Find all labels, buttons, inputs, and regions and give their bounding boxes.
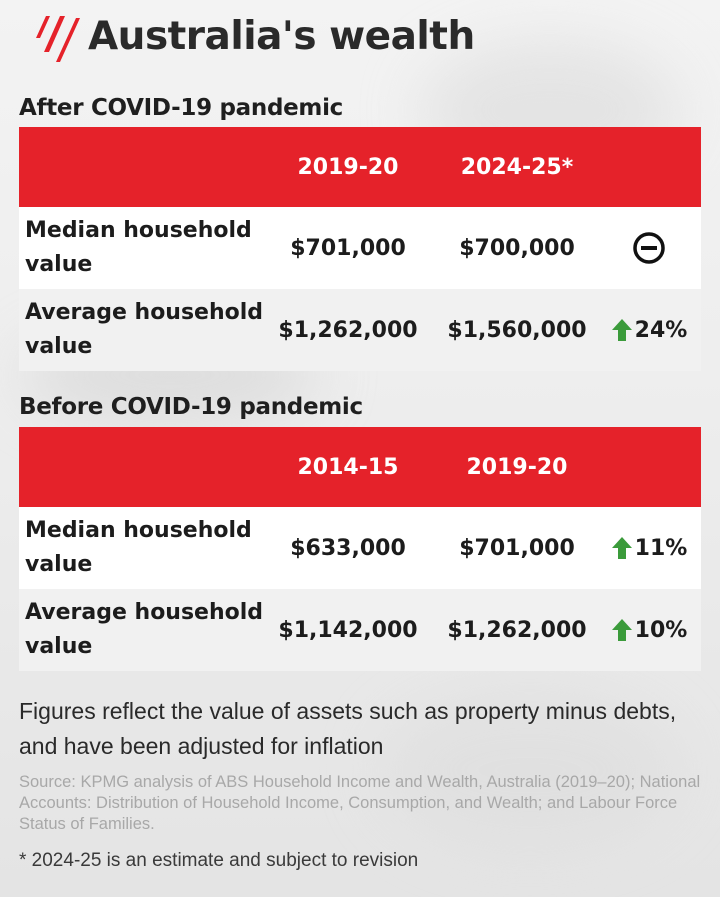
inflation-note: Figures reflect the value of assets such…: [19, 698, 677, 759]
change-cell: 10%: [597, 589, 701, 671]
cell-value: $1,142,000: [278, 617, 418, 643]
neutral-minus-circle-icon: [633, 232, 665, 264]
row-label: Average household value: [25, 600, 264, 659]
column-header: 2024-25*: [460, 154, 574, 180]
sbs-logo-icon: [36, 16, 80, 62]
row-label: Average household value: [25, 300, 264, 359]
table-row: Median household value $701,000 $700,000: [19, 207, 701, 289]
change-value: 24%: [634, 317, 688, 343]
row-label: Median household value: [25, 518, 252, 577]
table-row: Average household value $1,262,000 $1,56…: [19, 289, 701, 371]
table-row: Median household value $633,000 $701,000…: [19, 507, 701, 589]
column-header: 2019-20: [466, 454, 568, 480]
source-text: Source: KPMG analysis of ABS Household I…: [19, 773, 701, 833]
cell-value: $1,560,000: [447, 317, 587, 343]
column-header: 2014-15: [297, 454, 399, 480]
cell-value: $1,262,000: [447, 617, 587, 643]
cell-value: $633,000: [290, 535, 406, 561]
table-header: 2019-20 2024-25*: [19, 127, 701, 207]
footnote: * 2024-25 is an estimate and subject to …: [19, 850, 419, 871]
up-arrow-icon: [611, 537, 632, 559]
table-after-covid: 2019-20 2024-25* Median household value …: [19, 127, 701, 371]
header: Australia's wealth: [30, 6, 475, 66]
change-value: 11%: [634, 535, 688, 561]
cell-value: $701,000: [459, 535, 575, 561]
cell-value: $700,000: [459, 235, 575, 261]
change-cell: [597, 207, 701, 289]
column-header: 2019-20: [297, 154, 399, 180]
change-cell: 24%: [597, 289, 701, 371]
row-label: Median household value: [25, 218, 252, 277]
section-title-after: After COVID-19 pandemic: [19, 95, 344, 121]
change-cell: 11%: [597, 507, 701, 589]
section-title-before: Before COVID-19 pandemic: [19, 394, 363, 420]
table-row: Average household value $1,142,000 $1,26…: [19, 589, 701, 671]
table-before-covid: 2014-15 2019-20 Median household value $…: [19, 427, 701, 671]
up-arrow-icon: [611, 319, 632, 341]
change-value: 10%: [634, 617, 688, 643]
up-arrow-icon: [611, 619, 632, 641]
page-title: Australia's wealth: [88, 13, 475, 59]
background-blob: [380, 690, 680, 850]
cell-value: $701,000: [290, 235, 406, 261]
cell-value: $1,262,000: [278, 317, 418, 343]
table-header: 2014-15 2019-20: [19, 427, 701, 507]
